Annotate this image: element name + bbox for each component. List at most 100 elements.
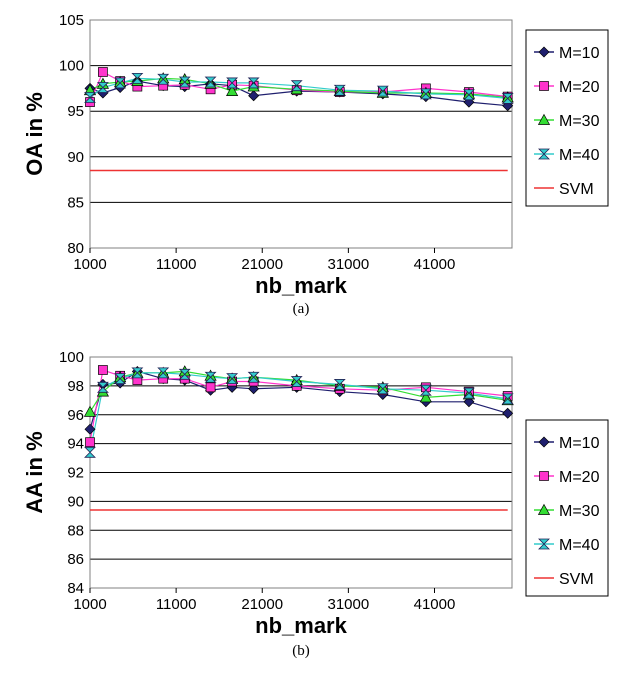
- chart-panel-b: 84 86 88 90 92 94 96 98 100 1000 11000 21000 31000 4…: [22, 349, 609, 659]
- data-point-marker: [178, 76, 191, 88]
- x-tick-label: 11000: [156, 596, 197, 613]
- y-tick-label: 100: [59, 58, 84, 75]
- data-point-marker: [501, 93, 514, 104]
- plot-frame: [89, 19, 513, 249]
- data-point-marker: [247, 77, 260, 89]
- data-point-marker: [85, 437, 95, 448]
- panel-caption: (a): [293, 301, 310, 317]
- data-point-marker: [376, 383, 389, 395]
- legend-marker: [539, 81, 549, 91]
- data-point-marker: [131, 72, 144, 84]
- plot-frame: [89, 356, 513, 589]
- data-point-marker: [462, 89, 475, 101]
- legend-label: M=40: [559, 147, 600, 164]
- y-tick-label: 100: [59, 349, 84, 366]
- y-tick-label: 86: [67, 551, 84, 568]
- data-point-marker: [84, 92, 96, 103]
- legend-label: M=10: [559, 45, 600, 62]
- data-point-marker: [178, 368, 191, 380]
- legend-marker: [539, 471, 549, 481]
- x-axis-label: nb_mark: [255, 273, 347, 298]
- legend-marker: [537, 503, 551, 515]
- data-point-marker: [157, 367, 170, 379]
- legend-label: M=20: [559, 79, 600, 96]
- legend-label: SVM: [559, 181, 594, 198]
- y-tick-labels: 84 86 88 90 92 94 96 98 100: [59, 349, 84, 597]
- y-axis-label: AA in %: [22, 431, 47, 513]
- y-tick-label: 94: [67, 436, 84, 453]
- data-point-marker: [114, 77, 127, 89]
- data-point-marker: [83, 405, 97, 417]
- y-tick-label: 98: [67, 378, 84, 395]
- data-point-marker: [419, 88, 432, 100]
- data-point-marker: [501, 393, 514, 405]
- legend-marker: [538, 46, 550, 58]
- data-point-marker: [157, 73, 170, 85]
- data-point-marker: [226, 84, 239, 96]
- data-point-marker: [131, 367, 144, 379]
- data-point-marker: [248, 90, 260, 102]
- data-point-marker: [204, 76, 217, 88]
- data-point-marker: [290, 80, 303, 92]
- legend-label: M=30: [559, 113, 600, 130]
- y-tick-label: 84: [67, 580, 84, 597]
- legend-label: M=10: [559, 435, 600, 452]
- data-point-marker: [247, 371, 260, 383]
- legend-label: M=30: [559, 503, 600, 520]
- data-point-marker: [376, 85, 389, 97]
- y-tick-label: 85: [67, 194, 84, 211]
- data-point-marker: [290, 376, 303, 387]
- legend-marker: [537, 113, 551, 125]
- legend-box: [525, 419, 609, 597]
- data-point-marker: [98, 365, 108, 375]
- panel-caption: (b): [292, 643, 310, 659]
- x-tick-label: 31000: [328, 596, 370, 613]
- x-tick-label: 11000: [156, 256, 197, 273]
- series-markers: [83, 365, 514, 458]
- x-axis-label: nb_mark: [255, 613, 347, 638]
- y-tick-label: 92: [67, 465, 84, 482]
- data-point-marker: [96, 381, 109, 393]
- legend-label: M=20: [559, 469, 600, 486]
- data-point-marker: [333, 84, 346, 96]
- legend-box: [525, 29, 609, 207]
- data-point-marker: [226, 77, 239, 89]
- data-point-marker: [462, 387, 475, 399]
- x-tick-labels: 1000 11000 21000 31000 41000: [73, 248, 455, 273]
- x-tick-label: 41000: [414, 256, 456, 273]
- y-tick-label: 88: [67, 522, 84, 539]
- legend: M=10 M=20 M=30 M=40 SVM: [525, 29, 609, 207]
- legend-marker: [538, 436, 550, 448]
- data-point-marker: [84, 423, 96, 435]
- data-point-marker: [98, 67, 108, 77]
- series-markers: [83, 67, 514, 112]
- x-tick-label: 31000: [328, 256, 370, 273]
- data-point-marker: [226, 373, 239, 385]
- grid-lines: [90, 19, 512, 249]
- x-tick-label: 21000: [241, 596, 283, 613]
- y-tick-labels: 80 85 90 95 100 105: [59, 12, 84, 257]
- y-axis-label: OA in %: [22, 92, 47, 176]
- y-tick-label: 96: [67, 407, 84, 424]
- legend-marker: [538, 148, 550, 160]
- legend-label: M=40: [559, 537, 600, 554]
- y-tick-label: 105: [59, 12, 84, 29]
- x-tick-label: 41000: [414, 596, 456, 613]
- legend: M=10 M=20 M=30 M=40 SVM: [525, 419, 609, 597]
- data-point-marker: [419, 391, 432, 403]
- x-tick-label: 1000: [73, 596, 106, 613]
- legend-label: SVM: [559, 571, 594, 588]
- data-point-marker: [502, 407, 514, 419]
- data-point-marker: [419, 384, 432, 396]
- x-tick-labels: 1000 11000 21000 31000 41000: [73, 588, 455, 613]
- x-tick-label: 21000: [241, 256, 283, 273]
- y-tick-label: 95: [67, 103, 84, 120]
- y-tick-label: 90: [67, 493, 84, 510]
- data-point-marker: [333, 379, 346, 390]
- data-point-marker: [204, 371, 217, 383]
- data-point-marker: [84, 446, 96, 458]
- data-point-marker: [96, 82, 109, 93]
- data-point-marker: [205, 382, 216, 393]
